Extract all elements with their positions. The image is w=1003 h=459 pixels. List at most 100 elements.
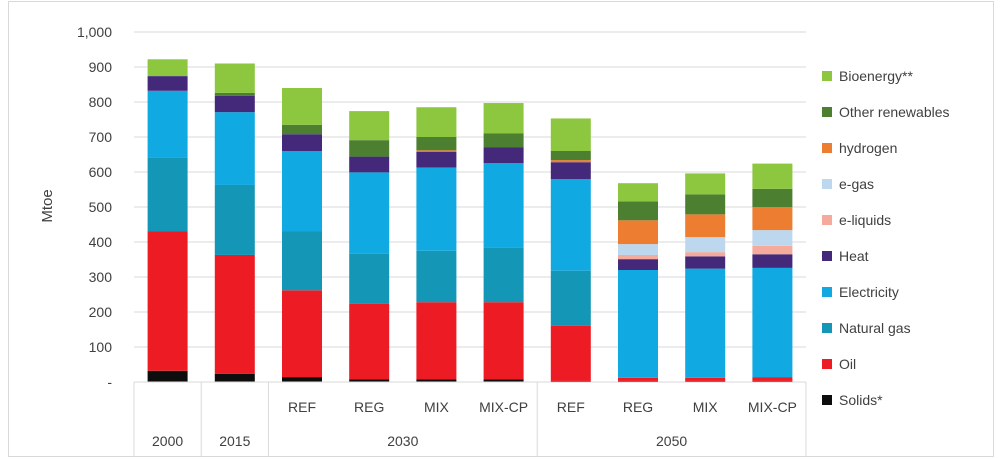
bar-segment [618,270,658,378]
bar-segment [618,183,658,201]
bar-segment [484,148,524,164]
bar-segment [551,151,591,160]
y-tick-label: 200 [89,304,113,320]
legend-swatch [822,179,832,189]
bar-segment [685,252,725,256]
bar-segment [618,259,658,270]
legend-swatch [822,107,832,117]
x-tick-label: REG [354,399,384,415]
bar-segment [551,160,591,162]
bar-segment [416,107,456,137]
x-tick-label: MIX [424,399,450,415]
bar-segment [752,377,792,381]
legend-label: Solids* [839,392,883,408]
bar-segment [215,255,255,374]
bar-segment [215,185,255,255]
x-group-label: 2015 [219,433,250,449]
bar-segment [685,237,725,252]
x-group-label: 2050 [656,433,687,449]
bar-segment [551,179,591,271]
legend-swatch [822,323,832,333]
bar-segment [416,152,456,168]
legend-label: e-gas [839,176,874,192]
bar-segment [416,302,456,379]
bar-segment [416,167,456,250]
bar-segment [752,268,792,377]
legend-label: hydrogen [839,140,897,156]
bars [148,59,793,382]
bar-segment [148,59,188,76]
legend-label: e-liquids [839,212,891,228]
x-group-label: 2030 [387,433,418,449]
bar-segment [215,96,255,112]
legend-label: Electricity [839,284,899,300]
x-tick-label: REF [557,399,585,415]
legend-label: Oil [839,356,856,372]
y-tick-label: 800 [89,94,113,110]
y-tick-label: 1,000 [77,24,112,40]
bar-segment [282,377,322,382]
bar-segment [752,246,792,254]
bar-segment [416,150,456,151]
legend-label: Bioenergy** [839,68,913,84]
bar-segment [685,194,725,214]
legend-label: Other renewables [839,104,950,120]
bar-segment [282,88,322,125]
y-tick-label: 900 [89,59,113,75]
bar-segment [349,111,389,140]
x-group-label: 2000 [152,433,183,449]
bar-segment [551,271,591,326]
legend-swatch [822,287,832,297]
bar-segment [752,230,792,246]
y-tick-label: 600 [89,164,113,180]
bar-segment [215,112,255,185]
bar-segment [551,162,591,179]
bar-segment [349,304,389,379]
bar-segment [416,251,456,302]
bar-segment [349,254,389,304]
y-axis-title: Mtoe [39,189,56,222]
bar-segment [685,269,725,378]
bar-segment [618,255,658,259]
bar-segment [282,232,322,291]
bar-segment [416,137,456,150]
bar-segment [618,220,658,244]
bar-segment [484,103,524,133]
bar-segment [148,76,188,91]
legend-label: Heat [839,248,869,264]
y-tick-label: 100 [89,339,113,355]
bar-segment [282,151,322,232]
bar-segment [282,125,322,134]
bar-segment [752,189,792,207]
bar-segment [685,256,725,268]
legend-swatch [822,251,832,261]
bar-segment [215,93,255,96]
bar-segment [618,201,658,220]
x-tick-label: MIX-CP [479,399,528,415]
y-tick-label: - [107,374,112,390]
bar-segment [349,172,389,254]
bar-segment [484,134,524,148]
y-tick-label: 400 [89,234,113,250]
bar-segment [282,134,322,151]
bar-segment [752,164,792,189]
bar-segment [551,118,591,151]
legend-swatch [822,359,832,369]
legend-swatch [822,395,832,405]
y-tick-label: 300 [89,269,113,285]
bar-segment [618,378,658,381]
legend: Bioenergy** Other renewables hydrogen e-gas… [822,68,950,408]
bar-segment [215,374,255,382]
bar-segment [148,91,188,158]
y-tick-label: 700 [89,129,113,145]
bar-segment [148,232,188,371]
bar-segment [484,247,524,302]
bar-segment [685,378,725,381]
y-axis-ticks: - 100 200 300 400 500 600 700 800 900 1,000 [77,24,112,390]
legend-swatch [822,143,832,153]
bar-segment [349,157,389,173]
x-tick-label: REF [288,399,316,415]
x-tick-label: REG [623,399,653,415]
bar-segment [148,371,188,382]
bar-segment [685,173,725,194]
